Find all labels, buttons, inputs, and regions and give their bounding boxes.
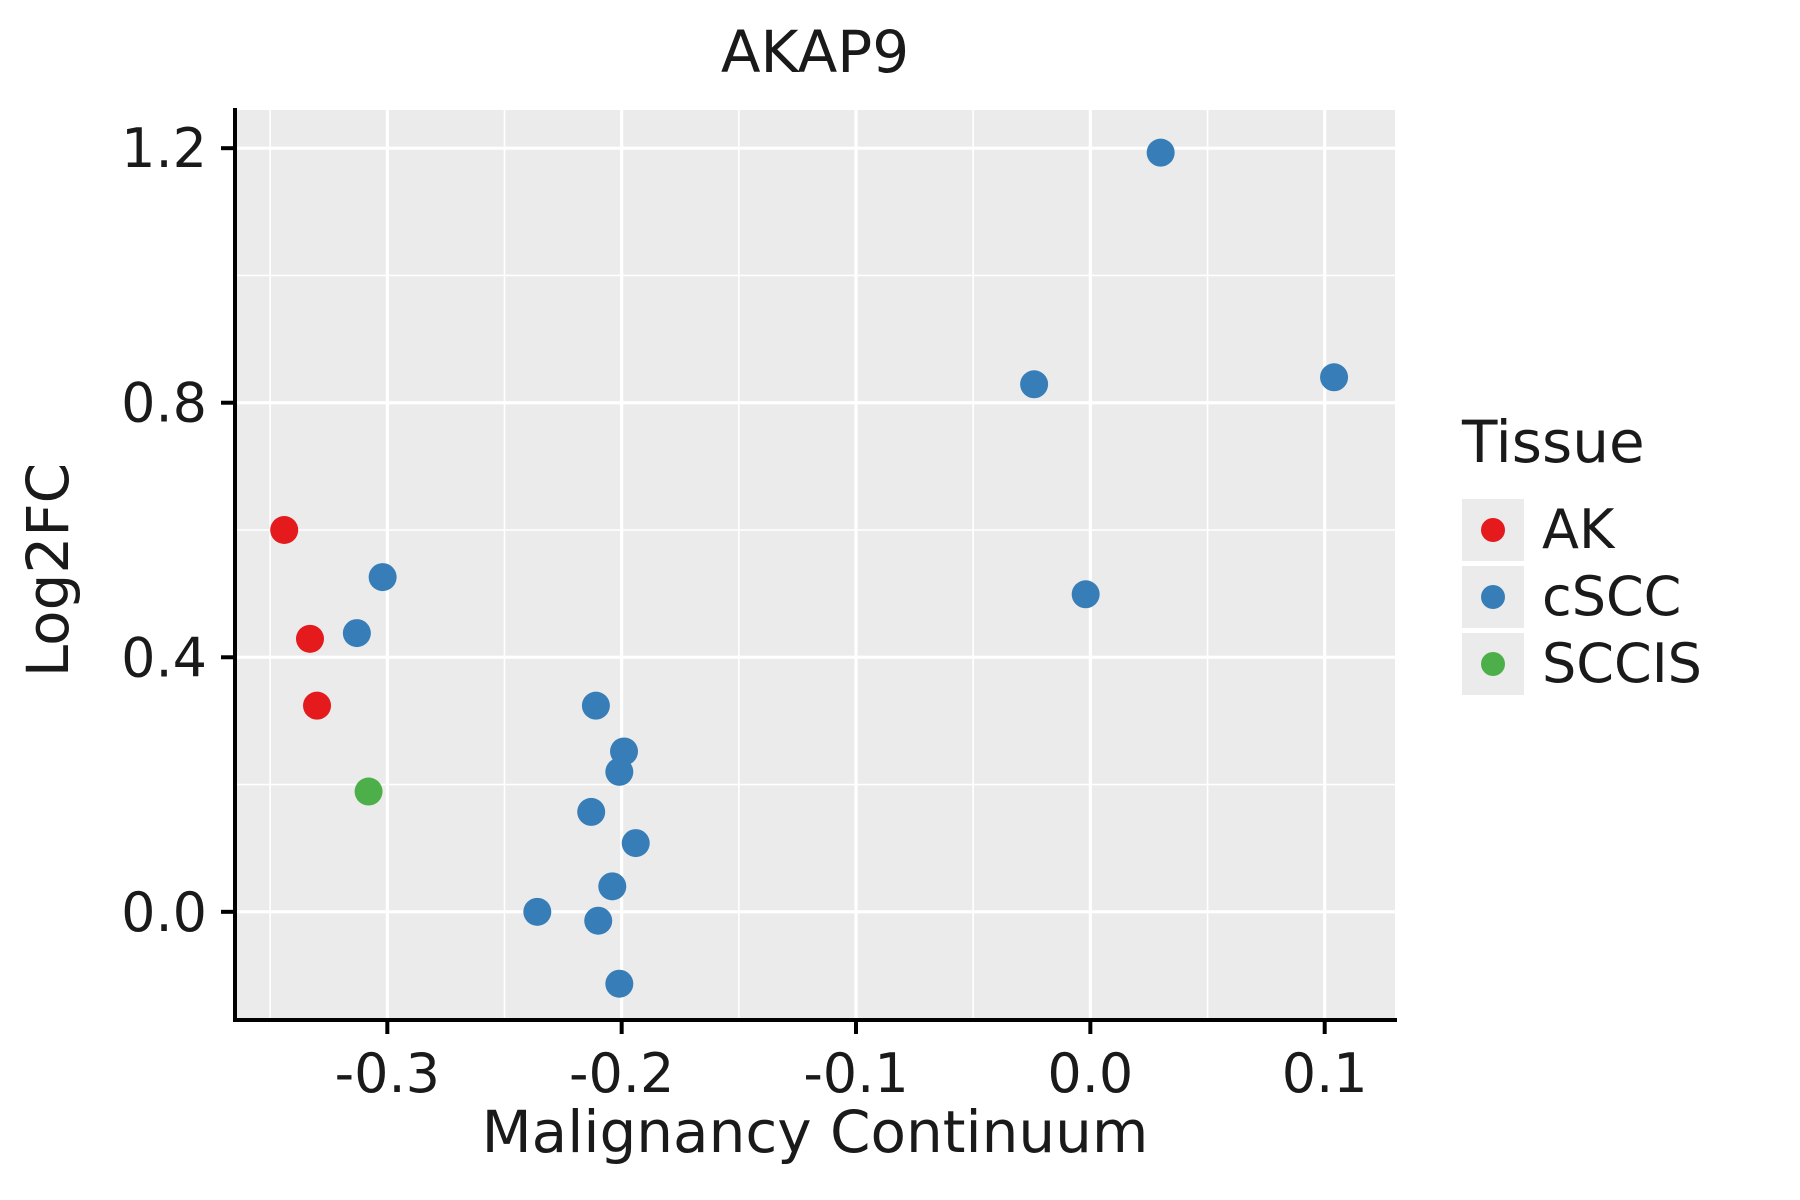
legend-dot-icon <box>1481 517 1505 542</box>
data-point-cSCC <box>1071 580 1100 609</box>
legend-key <box>1462 565 1524 628</box>
x-tick-label: -0.3 <box>335 1042 440 1105</box>
data-point-cSCC <box>605 757 634 786</box>
x-tick-label: 0.0 <box>1047 1042 1133 1105</box>
data-point-cSCC <box>581 691 610 720</box>
y-tick-label: 0.4 <box>121 626 207 689</box>
data-point-cSCC <box>1020 370 1049 399</box>
data-point-cSCC <box>1320 363 1349 392</box>
x-tick-label: -0.1 <box>803 1042 908 1105</box>
legend-item-AK: AK <box>1462 498 1702 561</box>
data-point-cSCC <box>368 563 397 592</box>
data-point-cSCC <box>621 829 650 858</box>
y-tick-label: 1.2 <box>121 117 207 180</box>
chart-title: AKAP9 <box>720 18 910 86</box>
plot-panel <box>235 110 1395 1020</box>
y-axis-label: Log2FC <box>14 462 82 678</box>
data-point-cSCC <box>523 897 552 926</box>
legend-items: AK cSCC SCCIS <box>1462 498 1702 695</box>
data-point-cSCC <box>1146 138 1175 167</box>
data-point-cSCC <box>577 797 606 826</box>
y-tick-label: 0.0 <box>121 881 207 944</box>
legend-key <box>1462 498 1524 561</box>
x-axis-label: Malignancy Continuum <box>481 1098 1149 1166</box>
data-point-AK <box>303 691 332 720</box>
data-point-AK <box>270 516 299 544</box>
data-point-AK <box>295 624 324 653</box>
y-tick-label: 0.8 <box>121 372 207 435</box>
legend-key <box>1462 632 1524 695</box>
data-point-cSCC <box>584 906 613 935</box>
legend-item-cSCC: cSCC <box>1462 565 1702 628</box>
legend-item-label: SCCIS <box>1542 632 1702 695</box>
legend-dot-icon <box>1481 584 1505 609</box>
data-point-SCCIS <box>354 777 383 806</box>
legend: Tissue AK cSCC SCCIS <box>1462 408 1702 699</box>
x-tick-label: -0.2 <box>569 1042 674 1105</box>
legend-item-SCCIS: SCCIS <box>1462 632 1702 695</box>
data-point-cSCC <box>598 872 627 901</box>
data-point-cSCC <box>605 969 634 998</box>
legend-title: Tissue <box>1462 408 1645 476</box>
legend-item-label: AK <box>1542 498 1615 561</box>
data-point-cSCC <box>342 619 371 648</box>
x-tick-label: 0.1 <box>1282 1042 1368 1105</box>
legend-dot-icon <box>1481 651 1505 676</box>
legend-item-label: cSCC <box>1542 565 1682 628</box>
